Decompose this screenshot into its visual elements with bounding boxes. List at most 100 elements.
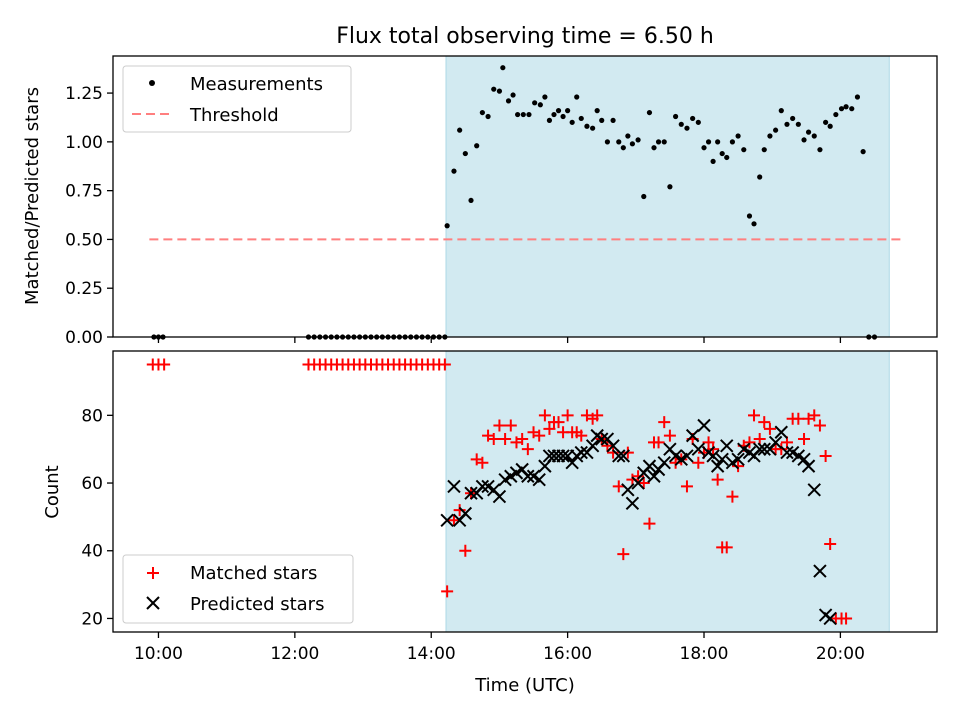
measurement-point	[778, 108, 784, 114]
legend-label-measurements: Measurements	[190, 74, 323, 95]
predicted-star-point	[697, 418, 711, 433]
top-y-axis: 0.00 0.25 0.50 0.75 1.00 1.25	[65, 84, 113, 348]
measurement-point	[569, 119, 575, 125]
predicted-star-point	[595, 432, 609, 446]
measurement-point	[701, 145, 707, 151]
matched-star-point	[743, 436, 756, 449]
predicted-star-point	[585, 439, 600, 453]
measurement-point	[651, 145, 657, 151]
measurement-point	[616, 139, 622, 145]
measurement-point	[578, 115, 584, 122]
y-tick-label: 20	[81, 609, 103, 629]
count-points	[146, 358, 853, 626]
matched-star-point	[516, 433, 529, 446]
measurement-point	[705, 139, 712, 145]
measurement-point	[710, 158, 716, 164]
measurement-point	[520, 111, 526, 118]
y-tick-label: 0.50	[65, 230, 103, 250]
matched-star-point	[521, 443, 534, 456]
measurement-point	[496, 88, 503, 94]
measurement-point	[599, 117, 605, 123]
measurement-point	[542, 94, 548, 100]
matched-star-point	[798, 433, 811, 446]
matched-star-point	[702, 436, 715, 449]
measurement-point	[629, 141, 636, 147]
measurement-point	[500, 65, 506, 71]
matched-star-point	[612, 480, 625, 493]
predicted-star-point	[720, 439, 734, 453]
matched-star-point	[538, 409, 551, 422]
measurement-point	[491, 86, 497, 92]
bottom-x-axis: 10:00 12:00 14:00 16:00 18:00 20:00	[134, 632, 865, 664]
measurement-point	[560, 113, 566, 120]
matched-star-point	[493, 419, 506, 432]
predicted-star-point	[706, 449, 720, 463]
y-tick-label: 60	[81, 474, 103, 494]
predicted-star-point	[458, 506, 473, 521]
predicted-star-point	[631, 476, 645, 490]
matched-star-point	[533, 429, 546, 442]
y-tick-label: 0.75	[65, 182, 103, 202]
measurement-point	[801, 137, 807, 143]
measurement-point	[833, 111, 839, 118]
matched-star-point	[775, 443, 788, 456]
measurement-point	[811, 133, 817, 139]
measurement-point	[729, 139, 736, 145]
predicted-star-point	[780, 445, 794, 460]
matched-star-point	[692, 456, 705, 469]
x-tick-label: 18:00	[680, 644, 729, 664]
measurement-point	[854, 94, 861, 100]
legend-label-predicted: Predicted stars	[190, 594, 324, 615]
measurement-point	[532, 100, 538, 106]
measurement-point	[635, 137, 641, 143]
measurement-point	[479, 109, 485, 116]
measurement-point	[672, 113, 679, 120]
matched-star-point	[632, 470, 645, 483]
predicted-star-point	[574, 445, 588, 460]
predicted-star-point	[612, 449, 626, 463]
measurement-point	[604, 139, 611, 145]
matched-star-point	[663, 429, 676, 442]
x-tick-label: 10:00	[134, 644, 183, 664]
measurement-point	[838, 106, 845, 112]
matched-star-point	[499, 433, 512, 446]
measurement-point	[555, 108, 562, 114]
measurement-point	[751, 221, 757, 227]
measurement-point	[451, 168, 457, 174]
predicted-star-point	[813, 564, 827, 578]
measurement-point	[610, 117, 616, 123]
legend-marker-matched	[147, 567, 159, 579]
measurement-point	[860, 149, 866, 155]
matched-star-point	[711, 473, 724, 486]
top-x-ticks	[157, 337, 842, 343]
matched-star-point	[617, 548, 630, 561]
predicted-star-point	[642, 459, 657, 473]
chart-title: Flux total observing time = 6.50 h	[336, 24, 714, 49]
bottom-shaded-span	[445, 350, 890, 633]
legend-label-threshold: Threshold	[189, 105, 279, 126]
y-tick-label: 0.25	[65, 279, 103, 299]
measurement-point	[526, 111, 532, 118]
measurement-point	[551, 111, 557, 118]
measurement-point	[817, 147, 823, 153]
measurement-point	[724, 154, 730, 161]
predicted-star-point	[752, 442, 767, 456]
measurement-point	[735, 133, 741, 139]
measurement-point	[746, 213, 753, 219]
measurement-point	[767, 133, 773, 139]
measurement-point	[625, 133, 631, 139]
matched-star-point	[441, 585, 454, 598]
measurement-point	[661, 139, 667, 145]
predicted-star-point	[768, 435, 783, 450]
measurement-point	[565, 108, 571, 114]
predicted-star-point	[464, 486, 478, 500]
measurement-point	[719, 150, 725, 157]
bottom-legend: Matched stars Predicted stars	[122, 554, 354, 624]
measurement-point	[715, 139, 721, 145]
measurement-point	[468, 197, 474, 204]
predicted-star-point	[625, 496, 640, 511]
measurement-point	[646, 109, 653, 116]
measurement-point	[761, 147, 767, 153]
predicted-star-point	[440, 513, 454, 527]
